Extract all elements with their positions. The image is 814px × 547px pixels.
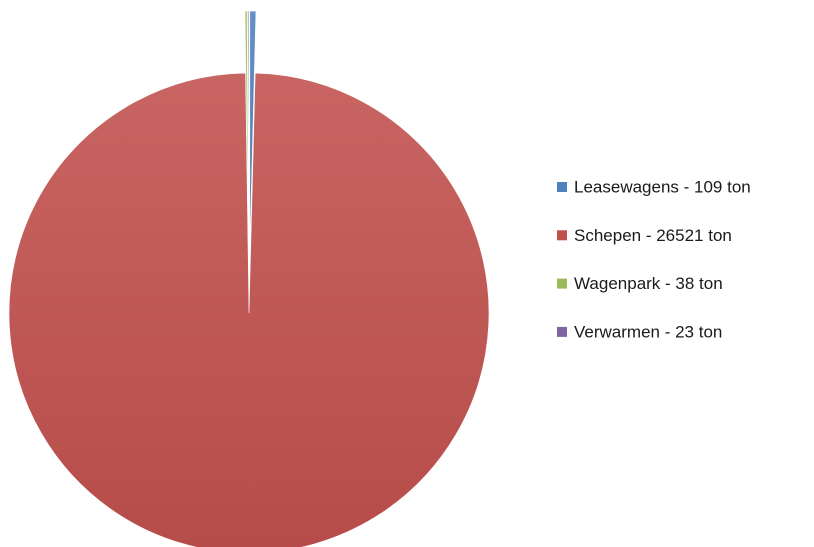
legend-swatch bbox=[557, 182, 567, 192]
pie-slice bbox=[247, 10, 250, 252]
pie-slice bbox=[244, 10, 249, 252]
legend-swatch bbox=[557, 326, 567, 337]
pie-slice bbox=[249, 10, 257, 252]
pie-slice bbox=[8, 72, 490, 547]
legend-label: Schepen - 26521 ton bbox=[574, 226, 732, 245]
legend-label: Wagenpark - 38 ton bbox=[574, 274, 723, 293]
legend-swatch bbox=[557, 230, 567, 241]
legend-label: Verwarmen - 23 ton bbox=[574, 322, 722, 341]
legend-swatch bbox=[557, 278, 567, 289]
legend-label: Leasewagens - 109 ton bbox=[574, 177, 751, 196]
